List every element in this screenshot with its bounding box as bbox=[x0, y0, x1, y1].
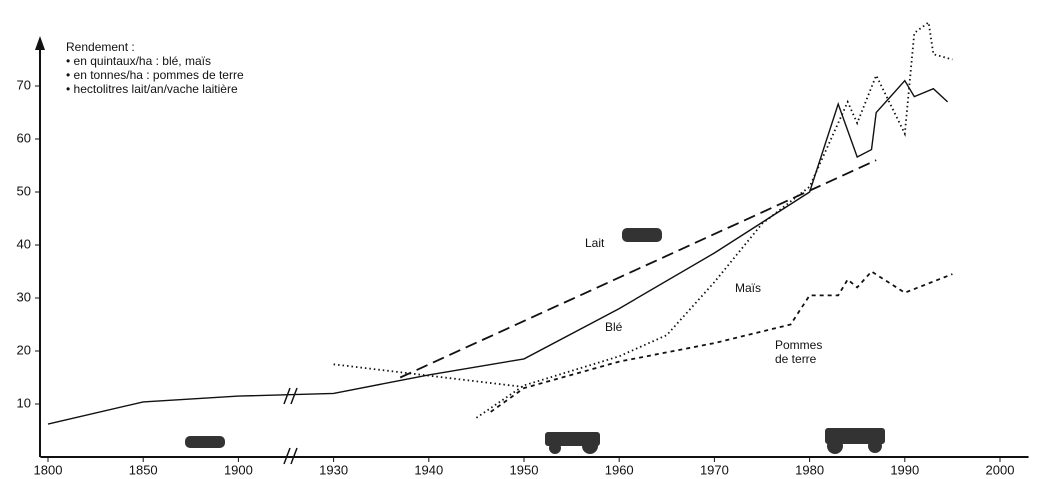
series-label: Maïs bbox=[735, 281, 797, 295]
y-axis-arrow bbox=[35, 36, 45, 50]
x-tick-label: 1930 bbox=[319, 462, 348, 477]
y-tick-label: 70 bbox=[17, 77, 31, 92]
x-tick-label: 2000 bbox=[986, 462, 1015, 477]
y-tick-label: 30 bbox=[17, 289, 31, 304]
x-tick-label: 1900 bbox=[224, 462, 253, 477]
series-label: Lait bbox=[585, 236, 647, 250]
series-line bbox=[491, 272, 953, 412]
series-label: Blé bbox=[605, 320, 667, 334]
series-line bbox=[48, 81, 948, 424]
y-tick-label: 60 bbox=[17, 130, 31, 145]
y-tick-label: 40 bbox=[17, 236, 31, 251]
y-tick-label: 20 bbox=[17, 342, 31, 357]
x-tick-label: 1970 bbox=[700, 462, 729, 477]
x-tick-label: 1800 bbox=[34, 462, 63, 477]
page: 10 20 30 40 50 60 70 1800 1850 1900 1930 1940 1950 19… bbox=[0, 0, 1039, 479]
x-tick-label: 1990 bbox=[890, 462, 919, 477]
y-tick-label: 50 bbox=[17, 183, 31, 198]
y-tick-label: 10 bbox=[17, 395, 31, 410]
series-line bbox=[334, 22, 953, 417]
x-tick-label: 1850 bbox=[129, 462, 158, 477]
series-label: Pommes de terre bbox=[775, 338, 837, 366]
legend-note: • en tonnes/ha : pommes de terre bbox=[66, 68, 244, 82]
x-tick-label: 1940 bbox=[414, 462, 443, 477]
x-tick-label: 1960 bbox=[605, 462, 634, 477]
legend-note: Rendement : bbox=[66, 40, 135, 54]
legend-note: • en quintaux/ha : blé, maïs bbox=[66, 54, 211, 68]
x-tick-label: 1950 bbox=[510, 462, 539, 477]
legend-note: • hectolitres lait/an/vache laitière bbox=[66, 82, 238, 96]
x-tick-label: 1980 bbox=[795, 462, 824, 477]
axis-break bbox=[284, 388, 297, 464]
